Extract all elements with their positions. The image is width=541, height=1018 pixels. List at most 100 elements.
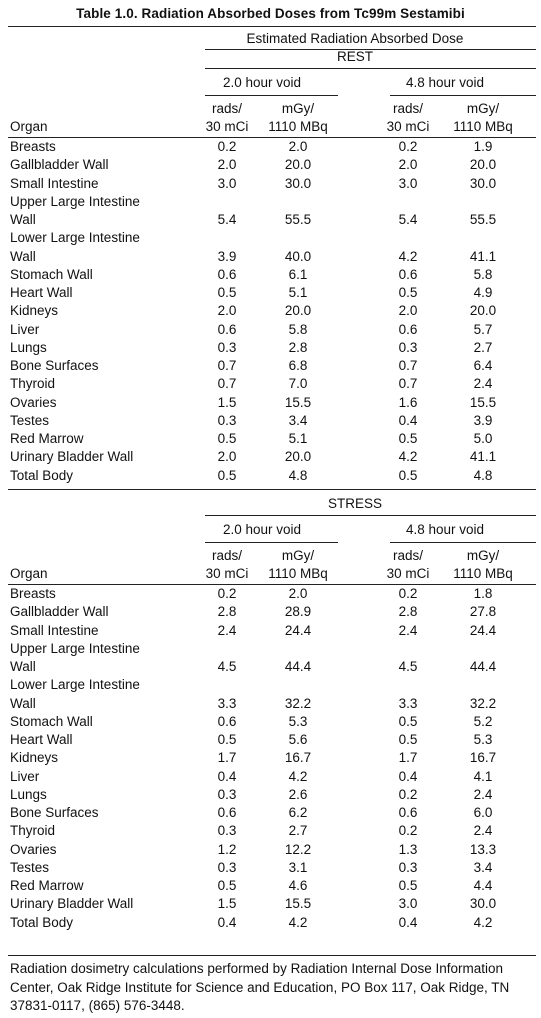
organ-name: Lower Large Intestine [10, 677, 140, 693]
dose-value: 13.3 [469, 841, 497, 857]
organ-name: Small Intestine [10, 175, 99, 191]
dose-value: 0.6 [217, 713, 237, 729]
dose-value: 5.8 [473, 266, 493, 282]
dose-value: 3.0 [398, 175, 418, 191]
header-bottom-rule [8, 584, 536, 585]
column-header-unit: rads/ [211, 548, 243, 563]
dose-value: 3.3 [217, 695, 237, 711]
dose-value: 1.8 [473, 586, 493, 601]
dose-value: 0.3 [398, 859, 418, 875]
organ-name: Ovaries [10, 841, 57, 857]
organ-name: Testes [10, 412, 50, 428]
void-rule-left [205, 95, 338, 96]
table-row: Breasts 0.2 2.0 0.2 1.8 [0, 585, 541, 603]
dose-value: 2.0 [217, 303, 237, 319]
dose-value: 0.3 [398, 339, 418, 355]
table-row: Liver 0.6 5.8 0.6 5.7 [0, 321, 541, 339]
dose-value: 0.6 [398, 321, 418, 337]
organ-column-header: Organ [10, 119, 48, 134]
dose-value: 0.5 [398, 431, 418, 446]
dose-value: 5.3 [473, 732, 493, 747]
dose-value: 0.5 [217, 732, 237, 747]
dose-value: 20.0 [469, 303, 497, 319]
dose-value: 2.0 [288, 139, 308, 154]
column-header-unit: rads/ [392, 101, 424, 116]
dose-value: 2.7 [288, 823, 308, 839]
dose-value: 2.4 [473, 376, 493, 392]
dose-value: 0.3 [217, 412, 237, 428]
dose-value: 3.4 [473, 859, 493, 875]
dose-value: 4.2 [398, 248, 418, 264]
dose-value: 0.5 [217, 467, 237, 483]
dose-value: 0.4 [217, 914, 237, 930]
organ-name: Breasts [10, 586, 56, 601]
dose-value: 0.3 [217, 823, 237, 839]
organ-name: Stomach Wall [10, 266, 93, 282]
dose-value: 0.3 [217, 786, 237, 802]
title-divider [8, 26, 536, 27]
column-header-unit: rads/ [211, 101, 243, 116]
dose-value: 0.4 [398, 768, 418, 784]
dose-value: 16.7 [284, 750, 312, 766]
dose-value: 1.5 [217, 896, 237, 912]
organ-name: Bone Surfaces [10, 358, 99, 373]
void-label-2h: 2.0 hour void [222, 522, 302, 537]
void-label-4h: 4.8 hour void [405, 522, 485, 537]
organ-name: Gallbladder Wall [10, 157, 109, 173]
organ-name: Bone Surfaces [10, 805, 99, 820]
dose-value: 5.0 [473, 431, 493, 446]
dose-value: 44.4 [469, 659, 497, 674]
void-rule-right [390, 542, 536, 543]
dose-value: 0.2 [398, 139, 418, 154]
dose-value: 0.6 [217, 266, 237, 282]
dose-value: 5.3 [288, 713, 308, 729]
dose-value: 1.6 [398, 394, 418, 410]
column-header-unit: rads/ [392, 548, 424, 563]
table-row: Urinary Bladder Wall 1.5 15.5 3.0 30.0 [0, 895, 541, 913]
table-row: Liver 0.4 4.2 0.4 4.1 [0, 768, 541, 786]
dose-value: 5.2 [473, 713, 493, 729]
organ-name: Urinary Bladder Wall [10, 896, 134, 912]
dose-value: 3.1 [288, 859, 308, 875]
organ-name: Heart Wall [10, 732, 73, 747]
dose-value: 4.6 [288, 878, 308, 893]
table-row: Testes 0.3 3.4 0.4 3.9 [0, 412, 541, 430]
organ-name: Red Marrow [10, 431, 84, 446]
section-label-rule [205, 68, 536, 69]
dose-value: 6.4 [473, 358, 493, 373]
dose-value: 4.5 [398, 659, 418, 674]
organ-name: Wall [10, 659, 36, 674]
table-row: Ovaries 1.2 12.2 1.3 13.3 [0, 841, 541, 859]
table-row: Gallbladder Wall 2.8 28.9 2.8 27.8 [0, 603, 541, 621]
organ-name: Total Body [10, 914, 74, 930]
dose-value: 0.7 [398, 358, 418, 373]
organ-name: Thyroid [10, 823, 56, 839]
dose-value: 4.2 [398, 449, 418, 465]
table-row: Testes 0.3 3.1 0.3 3.4 [0, 859, 541, 877]
dose-value: 2.0 [217, 449, 237, 465]
dose-value: 6.2 [288, 805, 308, 820]
void-label-2h: 2.0 hour void [222, 75, 302, 90]
table-title: Table 1.0. Radiation Absorbed Doses from… [76, 6, 465, 21]
organ-name: Lungs [10, 786, 47, 802]
dose-value: 5.6 [288, 732, 308, 747]
table-row: Thyroid 0.7 7.0 0.7 2.4 [0, 375, 541, 393]
dose-value: 2.7 [473, 339, 493, 355]
dose-value: 0.5 [398, 467, 418, 483]
column-header-activity: 1110 MBq [268, 566, 328, 581]
estimated-dose-header: Estimated Radiation Absorbed Dose [246, 31, 464, 46]
organ-name: Urinary Bladder Wall [10, 449, 134, 465]
table-row: Red Marrow 0.5 5.1 0.5 5.0 [0, 430, 541, 448]
dose-value: 16.7 [469, 750, 497, 766]
organ-name: Total Body [10, 467, 74, 483]
dose-value: 20.0 [284, 449, 312, 465]
dose-value: 0.4 [217, 768, 237, 784]
dose-value: 2.4 [473, 823, 493, 839]
dose-value: 12.2 [284, 841, 312, 857]
table-row: Small Intestine 2.4 24.4 2.4 24.4 [0, 622, 541, 640]
dose-value: 28.9 [284, 604, 312, 620]
dose-value: 30.0 [469, 175, 497, 191]
organ-name: Gallbladder Wall [10, 604, 109, 620]
table-row: Ovaries 1.5 15.5 1.6 15.5 [0, 394, 541, 412]
dose-value: 0.5 [217, 285, 237, 300]
